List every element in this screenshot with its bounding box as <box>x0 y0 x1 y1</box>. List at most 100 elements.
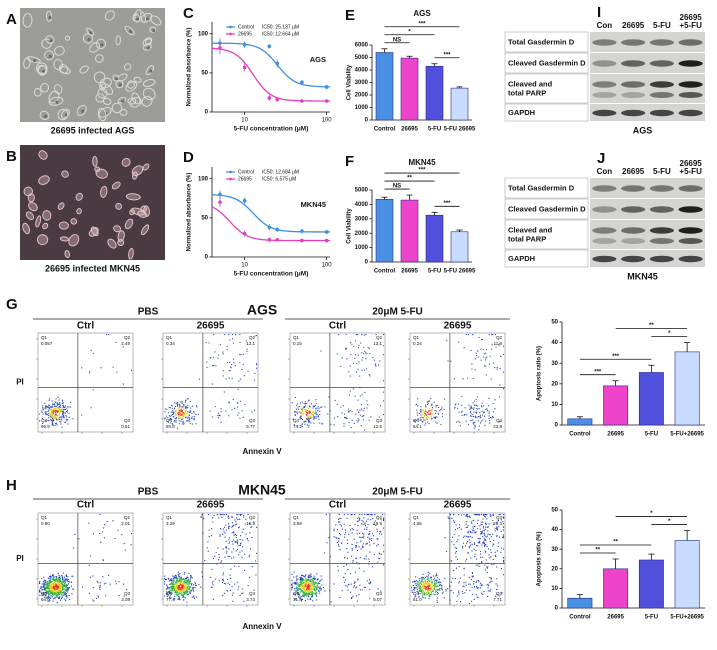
event <box>493 539 495 541</box>
event <box>308 576 310 578</box>
event <box>356 363 358 365</box>
cell <box>57 108 69 121</box>
event <box>447 588 449 590</box>
event <box>184 571 186 573</box>
event <box>361 359 363 361</box>
event <box>174 583 176 586</box>
event <box>311 587 313 589</box>
quadrant-name: Q1 <box>293 335 300 340</box>
event <box>229 339 231 341</box>
event <box>473 548 475 550</box>
x-tick-label: 10 <box>241 118 248 124</box>
event <box>65 415 67 417</box>
event <box>61 410 63 412</box>
event <box>351 549 353 551</box>
event <box>500 514 502 516</box>
event <box>49 592 52 594</box>
cell-shadow <box>89 31 93 35</box>
event <box>490 536 492 538</box>
event <box>185 414 187 416</box>
event <box>61 580 63 583</box>
cell <box>42 210 52 221</box>
event <box>312 407 314 409</box>
event <box>294 590 296 592</box>
significance-label: ** <box>407 176 412 182</box>
event <box>417 582 420 584</box>
event <box>420 582 422 584</box>
event <box>92 575 94 577</box>
event <box>196 406 198 408</box>
event <box>351 555 353 557</box>
event <box>482 419 484 421</box>
y-tick-label: 2000 <box>355 231 369 237</box>
event <box>426 411 428 413</box>
event <box>45 405 47 407</box>
event <box>459 601 462 603</box>
event <box>374 363 376 365</box>
event <box>483 415 485 417</box>
event <box>488 417 490 420</box>
event <box>48 414 50 416</box>
event <box>231 522 233 524</box>
event <box>176 589 178 591</box>
row-label: Cleaved and <box>508 225 553 234</box>
event <box>436 582 438 584</box>
event <box>460 528 462 530</box>
event <box>56 579 58 581</box>
event <box>231 338 234 340</box>
event <box>312 579 314 581</box>
event <box>167 417 169 419</box>
event <box>228 334 230 336</box>
event <box>488 420 490 422</box>
event <box>62 580 64 582</box>
event <box>454 529 456 531</box>
event <box>426 575 428 577</box>
event <box>239 378 242 380</box>
event <box>322 586 324 589</box>
event <box>48 399 50 401</box>
event <box>62 412 65 414</box>
event <box>340 542 343 544</box>
event <box>458 566 460 568</box>
event <box>499 367 501 370</box>
event <box>174 419 176 422</box>
lane-label: 26695 <box>680 159 703 168</box>
event <box>47 413 49 415</box>
event <box>335 536 337 538</box>
event <box>469 544 472 546</box>
band <box>678 109 703 117</box>
event <box>304 585 306 587</box>
data-point <box>267 44 272 49</box>
event <box>210 356 212 359</box>
quadrant-name: Q4 <box>293 591 300 596</box>
event <box>308 412 310 415</box>
event <box>361 545 363 547</box>
quadrant-value: 3.08 <box>121 597 130 602</box>
event <box>498 536 500 538</box>
event <box>483 405 485 407</box>
event <box>362 357 364 359</box>
event <box>357 399 359 401</box>
image-caption: 26695 infected MKN45 <box>45 263 140 273</box>
event <box>222 514 224 516</box>
event <box>241 556 243 558</box>
event <box>51 575 54 577</box>
event <box>49 398 51 400</box>
event <box>178 589 180 591</box>
event <box>62 587 64 589</box>
band <box>678 227 703 234</box>
event <box>56 583 58 585</box>
event <box>298 596 300 598</box>
event <box>428 594 430 596</box>
event <box>195 405 197 407</box>
event <box>466 542 468 544</box>
event <box>344 533 346 535</box>
event <box>189 582 191 584</box>
event <box>475 532 477 534</box>
event <box>189 423 191 425</box>
event <box>474 556 476 558</box>
event <box>464 413 466 416</box>
event <box>50 595 52 597</box>
event <box>431 580 433 583</box>
event <box>421 591 423 593</box>
